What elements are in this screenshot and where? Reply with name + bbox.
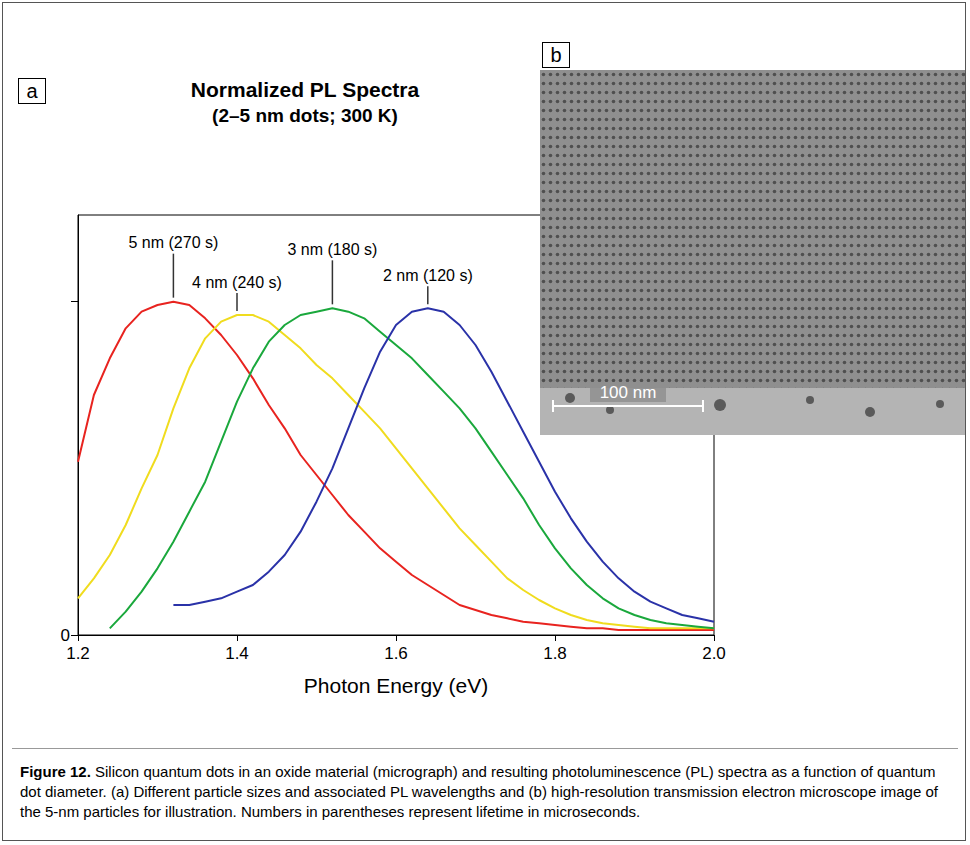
svg-text:3 nm (180 s): 3 nm (180 s): [287, 241, 377, 258]
svg-text:(2–5 nm dots; 300 K): (2–5 nm dots; 300 K): [212, 105, 398, 126]
html-text:Figure 12. Silicon quantum dot: Figure 12. Silicon quantum dots in an ox…: [20, 763, 938, 820]
svg-text:4 nm (240 s): 4 nm (240 s): [192, 274, 282, 291]
svg-text:5 nm (270 s): 5 nm (270 s): [128, 234, 218, 251]
svg-text:0: 0: [61, 626, 70, 645]
html-text:a: a: [26, 80, 38, 102]
svg-text:100 nm: 100 nm: [600, 383, 657, 402]
html-text:b: b: [550, 44, 562, 66]
svg-text:2 nm (120 s): 2 nm (120 s): [383, 267, 473, 284]
svg-text:1.4: 1.4: [225, 644, 249, 663]
svg-text:1.2: 1.2: [66, 644, 90, 663]
svg-text:Normalized PL Spectra: Normalized PL Spectra: [191, 78, 420, 101]
svg-text:Photon Energy (eV): Photon Energy (eV): [304, 674, 488, 697]
svg-text:1.8: 1.8: [543, 644, 567, 663]
svg-text:1.6: 1.6: [384, 644, 408, 663]
svg-text:2.0: 2.0: [702, 644, 726, 663]
